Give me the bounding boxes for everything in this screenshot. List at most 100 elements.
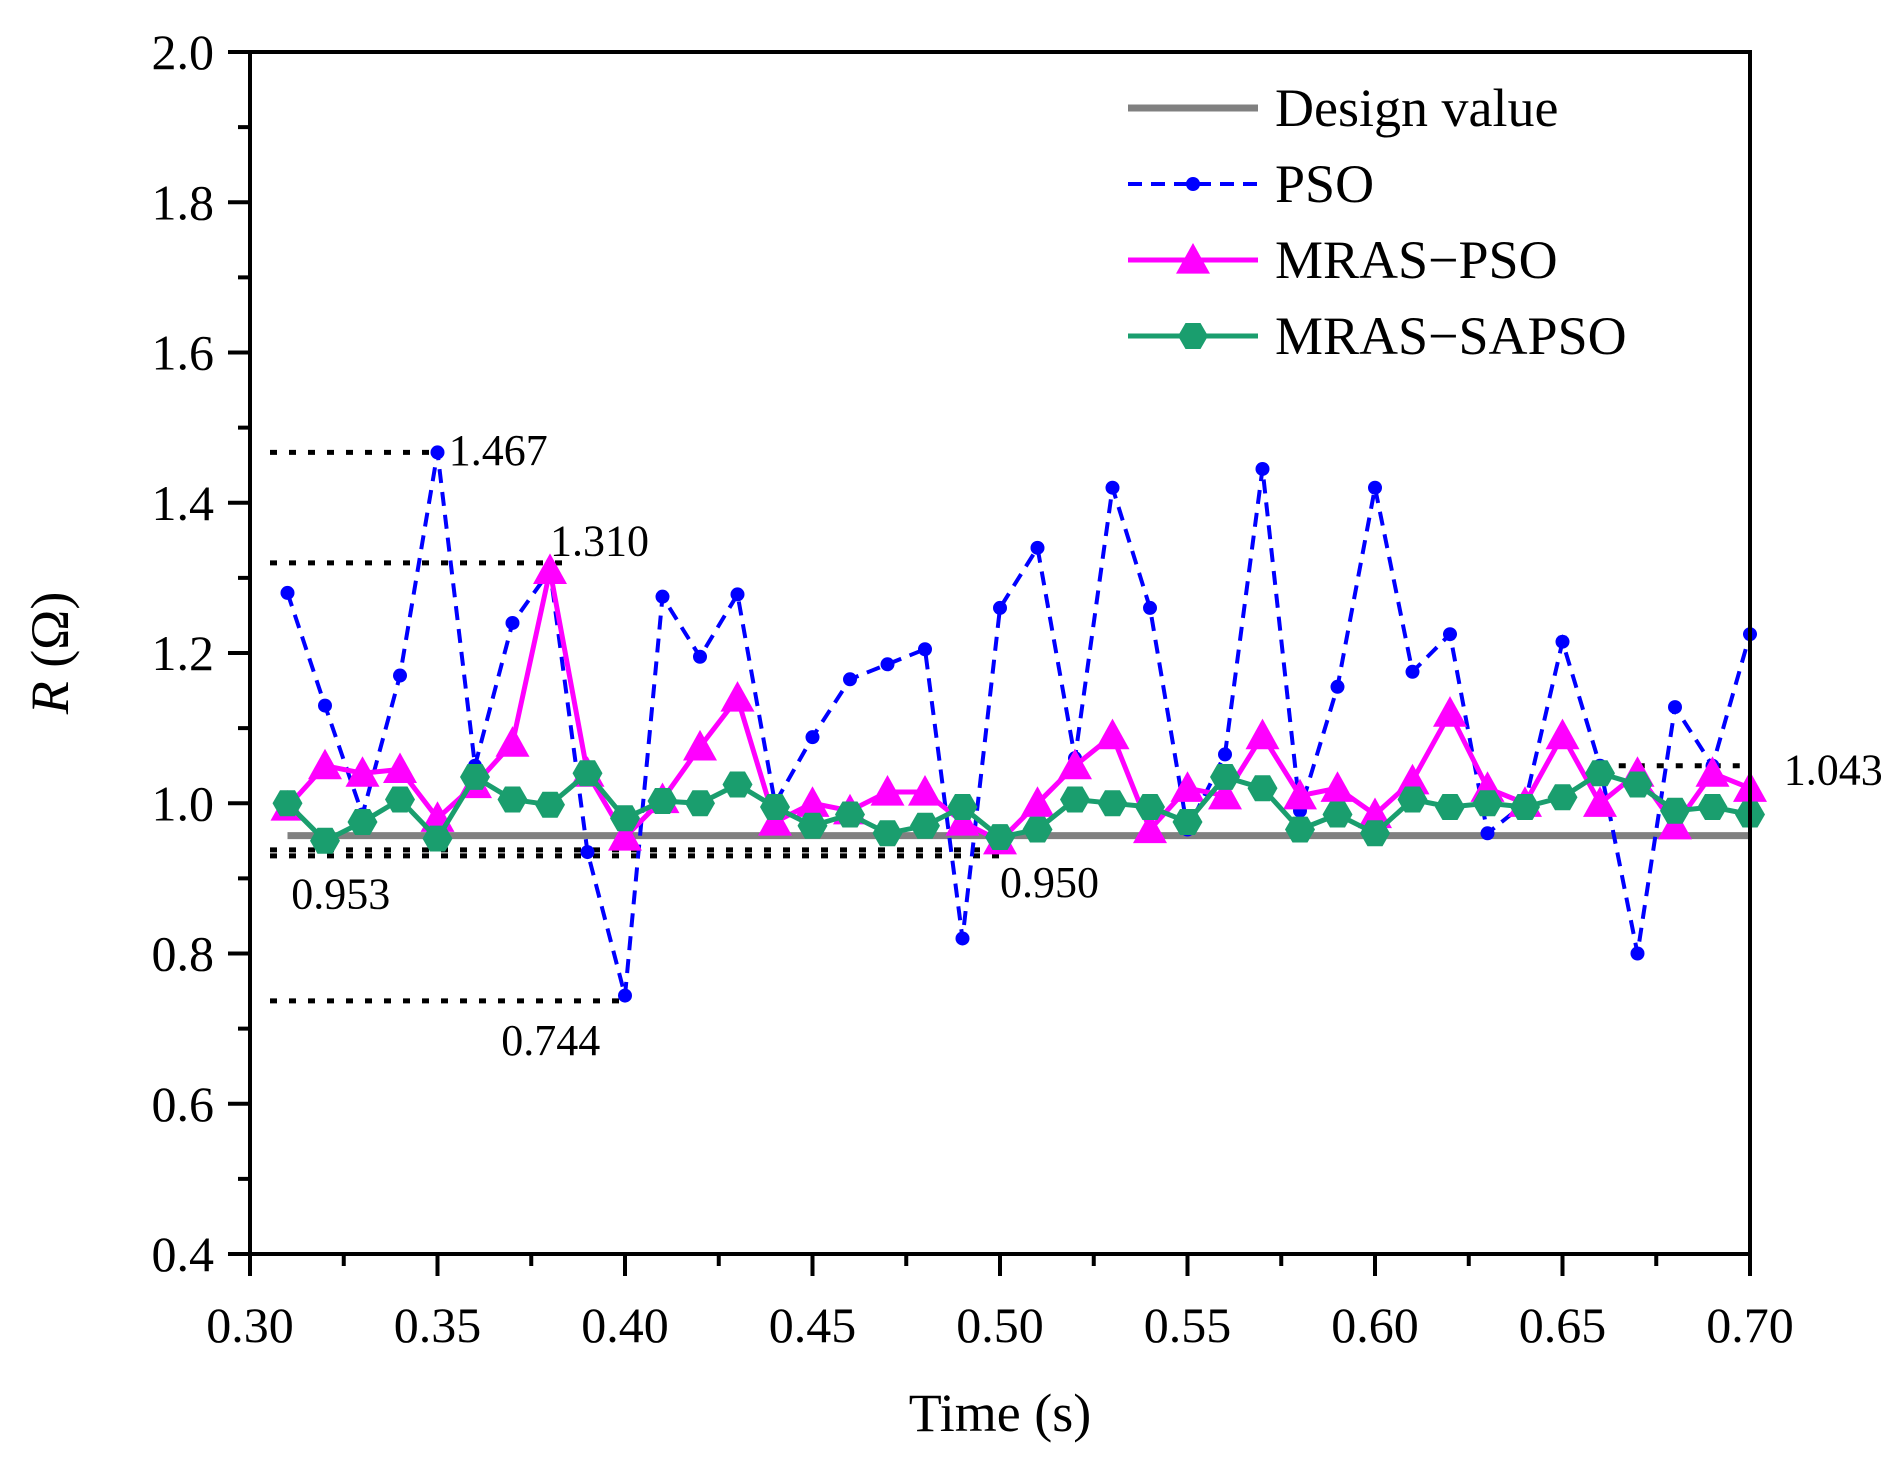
data-point-mras-pso [1695, 756, 1730, 787]
data-point-mras-sapso [1697, 794, 1728, 820]
data-point-mras-sapso [797, 812, 828, 839]
data-point-mras-pso [1058, 748, 1092, 780]
data-point-mras-sapso [1247, 775, 1278, 802]
data-point-mras-pso [758, 805, 792, 836]
data-point-mras-pso [1170, 771, 1205, 802]
y-tick-label: 1.4 [152, 475, 215, 531]
data-point-mras-pso [1583, 786, 1617, 817]
series-mras-pso [270, 553, 1767, 855]
data-point-pso [693, 649, 707, 664]
y-tick-label: 2.0 [152, 24, 215, 80]
axis-layer: 0.30 0.35 0.40 0.45 0.50 0.55 0.60 0.65 0.70 0.4 0… [152, 24, 1794, 1353]
data-point-mras-sapso [1172, 809, 1203, 835]
x-tick-label: 0.50 [956, 1297, 1044, 1353]
data-point-mras-pso [533, 553, 567, 584]
data-point-mras-pso [1433, 696, 1467, 727]
data-point-pso [430, 445, 445, 460]
x-tick-label: 0.45 [769, 1297, 857, 1353]
data-point-pso [805, 730, 820, 745]
data-point-pso [1480, 826, 1495, 841]
x-tick-label: 0.60 [1331, 1297, 1419, 1353]
data-point-mras-pso [1395, 763, 1430, 795]
data-point-mras-sapso [1622, 771, 1653, 798]
data-point-mras-pso [1095, 718, 1130, 750]
data-point-mras-sapso [422, 825, 453, 852]
data-point-mras-sapso [497, 786, 528, 813]
data-point-pso [730, 587, 745, 602]
data-point-pso [1405, 664, 1420, 679]
data-point-pso [1218, 747, 1232, 762]
annotation-label: 1.310 [550, 516, 649, 565]
x-tick-label: 0.70 [1706, 1297, 1794, 1353]
legend-entry-pso: PSO [1128, 154, 1374, 214]
data-point-mras-pso [908, 774, 942, 806]
y-axis-title-unit: (Ω) [20, 592, 80, 682]
legend-label-design-value: Design value [1275, 78, 1558, 138]
data-point-mras-pso [1658, 808, 1692, 840]
data-point-mras-sapso [1585, 760, 1615, 787]
data-point-mras-sapso [1397, 786, 1428, 813]
data-point-mras-sapso [947, 794, 978, 820]
data-point-pso [918, 642, 932, 657]
data-point-mras-pso [683, 729, 717, 761]
legend-label-mras-sapso: MRAS−SAPSO [1275, 306, 1627, 366]
annotation-label: 0.744 [501, 1016, 600, 1065]
data-point-mras-sapso [310, 827, 340, 854]
annotation-label: 1.043 [1784, 745, 1883, 794]
data-point-pso [580, 845, 595, 860]
annotation-label: 0.950 [1000, 858, 1099, 907]
data-point-pso [955, 931, 970, 946]
data-point-mras-sapso [1660, 797, 1690, 824]
legend-marker-pso [1186, 177, 1200, 191]
data-point-mras-pso [945, 805, 980, 836]
legend-entry-design-value: Design value [1128, 78, 1558, 138]
x-axis-title: Time (s) [909, 1383, 1092, 1443]
data-point-mras-sapso [347, 809, 378, 835]
data-point-mras-sapso [910, 812, 940, 839]
data-point-pso [1330, 679, 1345, 694]
data-point-mras-pso [308, 748, 342, 780]
data-point-mras-pso [1320, 771, 1355, 802]
data-point-pso [1143, 600, 1157, 615]
data-point-mras-sapso [1285, 816, 1315, 843]
x-tick-label: 0.40 [581, 1297, 669, 1353]
series-line-mras-pso [285, 569, 1751, 844]
data-point-mras-sapso [985, 824, 1015, 850]
data-point-mras-sapso [460, 764, 490, 790]
data-point-mras-sapso [272, 790, 303, 817]
x-tick-label: 0.35 [394, 1297, 482, 1353]
data-point-pso [880, 657, 895, 672]
data-point-mras-pso [1020, 786, 1055, 817]
data-point-mras-pso [383, 752, 417, 784]
data-point-mras-pso [345, 756, 380, 787]
data-point-mras-sapso [572, 760, 603, 787]
data-point-mras-sapso [647, 788, 678, 814]
legend-marker-mras-pso [1176, 243, 1210, 274]
data-point-mras-pso [608, 820, 642, 851]
data-point-mras-pso [1133, 812, 1167, 844]
data-point-mras-sapso [1022, 816, 1053, 843]
data-point-mras-sapso [610, 805, 640, 832]
data-point-pso [318, 698, 332, 713]
data-point-mras-pso [795, 786, 830, 817]
data-point-pso [280, 585, 295, 600]
data-point-pso [993, 600, 1007, 615]
data-point-mras-sapso [1322, 801, 1353, 828]
data-point-mras-sapso [1097, 790, 1128, 817]
y-tick-label: 1.0 [152, 775, 215, 831]
data-point-pso [393, 668, 407, 683]
data-point-mras-pso [720, 681, 755, 712]
x-tick-label: 0.65 [1519, 1297, 1607, 1353]
annotation-layer [270, 449, 1750, 1004]
data-point-mras-sapso [535, 791, 565, 818]
x-tick-label: 0.30 [206, 1297, 294, 1353]
data-point-pso [618, 988, 632, 1003]
data-point-pso [1443, 627, 1457, 642]
series-layer [270, 445, 1767, 1003]
data-point-mras-sapso [1060, 786, 1090, 813]
legend-entry-mras-pso: MRAS−PSO [1128, 230, 1558, 290]
y-tick-label: 1.8 [152, 174, 215, 230]
series-line-mras-sapso [285, 769, 1751, 844]
data-point-mras-sapso [1135, 794, 1165, 820]
